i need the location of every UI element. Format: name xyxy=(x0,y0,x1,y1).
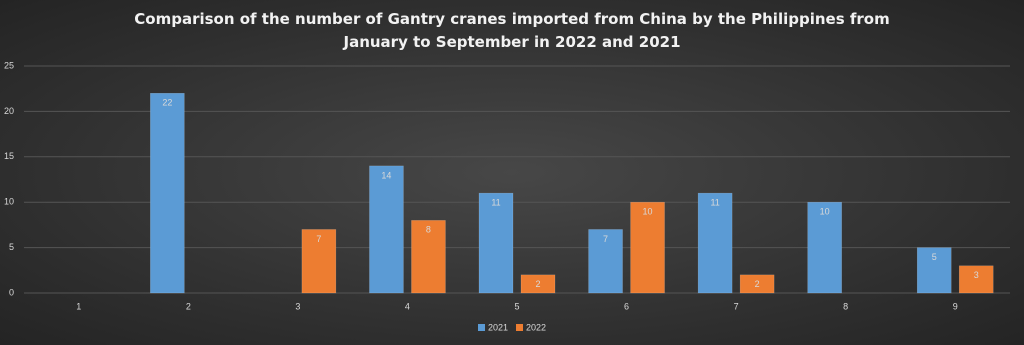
data-label: 2 xyxy=(535,279,540,289)
bar xyxy=(630,201,665,294)
y-tick-label: 15 xyxy=(4,151,14,161)
legend-label: 2021 xyxy=(488,322,508,332)
bar xyxy=(150,92,185,294)
bar xyxy=(807,201,842,294)
data-label: 11 xyxy=(491,197,500,207)
x-tick-label: 9 xyxy=(953,301,958,311)
bar xyxy=(478,192,514,294)
bar xyxy=(739,274,775,294)
bar xyxy=(916,247,952,294)
legend-swatch xyxy=(516,324,523,331)
data-label: 11 xyxy=(710,197,719,207)
bar xyxy=(697,192,733,294)
x-tick-label: 5 xyxy=(514,301,519,311)
data-label: 10 xyxy=(820,207,830,217)
data-label: 8 xyxy=(426,225,431,235)
x-tick-label: 2 xyxy=(186,301,191,311)
data-label: 7 xyxy=(603,234,608,244)
y-tick-label: 25 xyxy=(4,60,14,70)
bar xyxy=(369,165,404,294)
data-label: 22 xyxy=(162,98,172,108)
x-tick-label: 8 xyxy=(843,301,848,311)
chart-title: Comparison of the number of Gantry crane… xyxy=(134,10,890,51)
data-label: 14 xyxy=(381,170,391,180)
data-label: 10 xyxy=(643,207,653,217)
x-tick-label: 3 xyxy=(295,301,300,311)
y-tick-label: 0 xyxy=(9,287,14,297)
data-label: 3 xyxy=(974,270,979,280)
data-label: 5 xyxy=(932,252,937,262)
data-label: 2 xyxy=(755,279,760,289)
x-tick-label: 6 xyxy=(624,301,629,311)
x-tick-label: 4 xyxy=(405,301,410,311)
y-tick-label: 20 xyxy=(4,106,14,116)
y-tick-label: 5 xyxy=(9,242,14,252)
bar xyxy=(520,274,556,294)
legend-label: 2022 xyxy=(526,322,546,332)
data-label: 7 xyxy=(316,234,321,244)
bar xyxy=(411,220,446,294)
x-tick-label: 7 xyxy=(734,301,739,311)
legend-swatch xyxy=(478,324,485,331)
bar xyxy=(958,265,994,294)
bar xyxy=(301,229,337,294)
x-tick-label: 1 xyxy=(76,301,81,311)
bar xyxy=(588,229,623,294)
y-tick-label: 10 xyxy=(4,197,14,207)
